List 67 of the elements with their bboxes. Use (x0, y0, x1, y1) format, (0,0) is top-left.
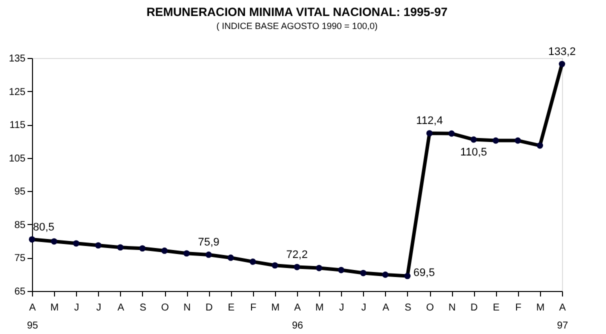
point (448, 130, 455, 137)
x-tick-label: A 97 (556, 302, 568, 332)
x-tick-label: D (470, 302, 478, 314)
point (536, 142, 544, 149)
x-tick-label: S (140, 302, 147, 314)
x-tick-label: S (404, 302, 412, 314)
point (338, 266, 344, 274)
point (50, 238, 58, 245)
point (272, 262, 278, 269)
point (28, 236, 36, 243)
y-tick-label: 75 (14, 253, 26, 264)
point (514, 137, 521, 144)
x-tick-label: J (96, 302, 102, 314)
y-tick-label: 115 (10, 120, 26, 132)
point (206, 252, 212, 258)
data-label: 80,5 (33, 221, 54, 234)
point (404, 272, 411, 280)
data-label: 69,5 (413, 267, 435, 280)
x-tick-label: M (271, 302, 280, 314)
x-tick-label: E (492, 302, 500, 314)
x-tick-label: J (74, 302, 80, 314)
x-tick-label: N (183, 302, 191, 314)
point (95, 242, 102, 249)
data-label: 75,9 (198, 236, 220, 249)
x-tick-label: A 96 (292, 302, 304, 332)
chart-title: REMUNERACION MINIMA VITAL NACIONAL: 1995-97 (146, 4, 448, 19)
x-tick-label: F (250, 302, 256, 314)
point (382, 272, 388, 278)
x-tick-label: F (515, 302, 522, 314)
point (161, 248, 168, 254)
x-tick-label: M (50, 302, 59, 314)
x-tick-label: M (315, 302, 324, 314)
x-tick-label: J (339, 302, 344, 314)
point (139, 245, 146, 252)
point (73, 240, 80, 247)
chart-subtitle: ( INDICE BASE AGOSTO 1990 = 100,0) (216, 20, 378, 31)
x-tick-label: A (117, 302, 124, 314)
y-tick-label: 65 (14, 286, 26, 298)
point (426, 130, 433, 136)
point (117, 244, 124, 251)
x-tick-label: J (361, 302, 366, 314)
point (228, 254, 234, 261)
x-tick-label: A 95 (26, 302, 38, 332)
data-label: 112,4 (416, 115, 443, 128)
x-tick-label: O (161, 302, 170, 314)
x-tick-label: N (448, 302, 456, 314)
x-tick-label: D (206, 302, 213, 314)
data-label: 133,2 (548, 46, 576, 58)
x-tick-label: M (536, 302, 545, 314)
y-tick-label: 85 (14, 220, 26, 231)
point (492, 137, 499, 144)
y-tick-label: 125 (8, 86, 26, 98)
point (316, 264, 322, 272)
data-label: 72,2 (286, 249, 308, 262)
point (250, 258, 256, 265)
x-tick-label: A (382, 302, 390, 314)
y-tick-label: 105 (8, 153, 26, 164)
point (360, 270, 366, 276)
data-label: 110,5 (460, 146, 488, 159)
y-tick-label: 135 (8, 54, 26, 64)
x-tick-label: E (228, 302, 235, 314)
point (558, 60, 566, 68)
point (470, 136, 477, 143)
x-tick-label: O (426, 302, 434, 314)
point (183, 250, 190, 257)
y-tick-label: 95 (14, 186, 26, 198)
point (294, 264, 300, 270)
